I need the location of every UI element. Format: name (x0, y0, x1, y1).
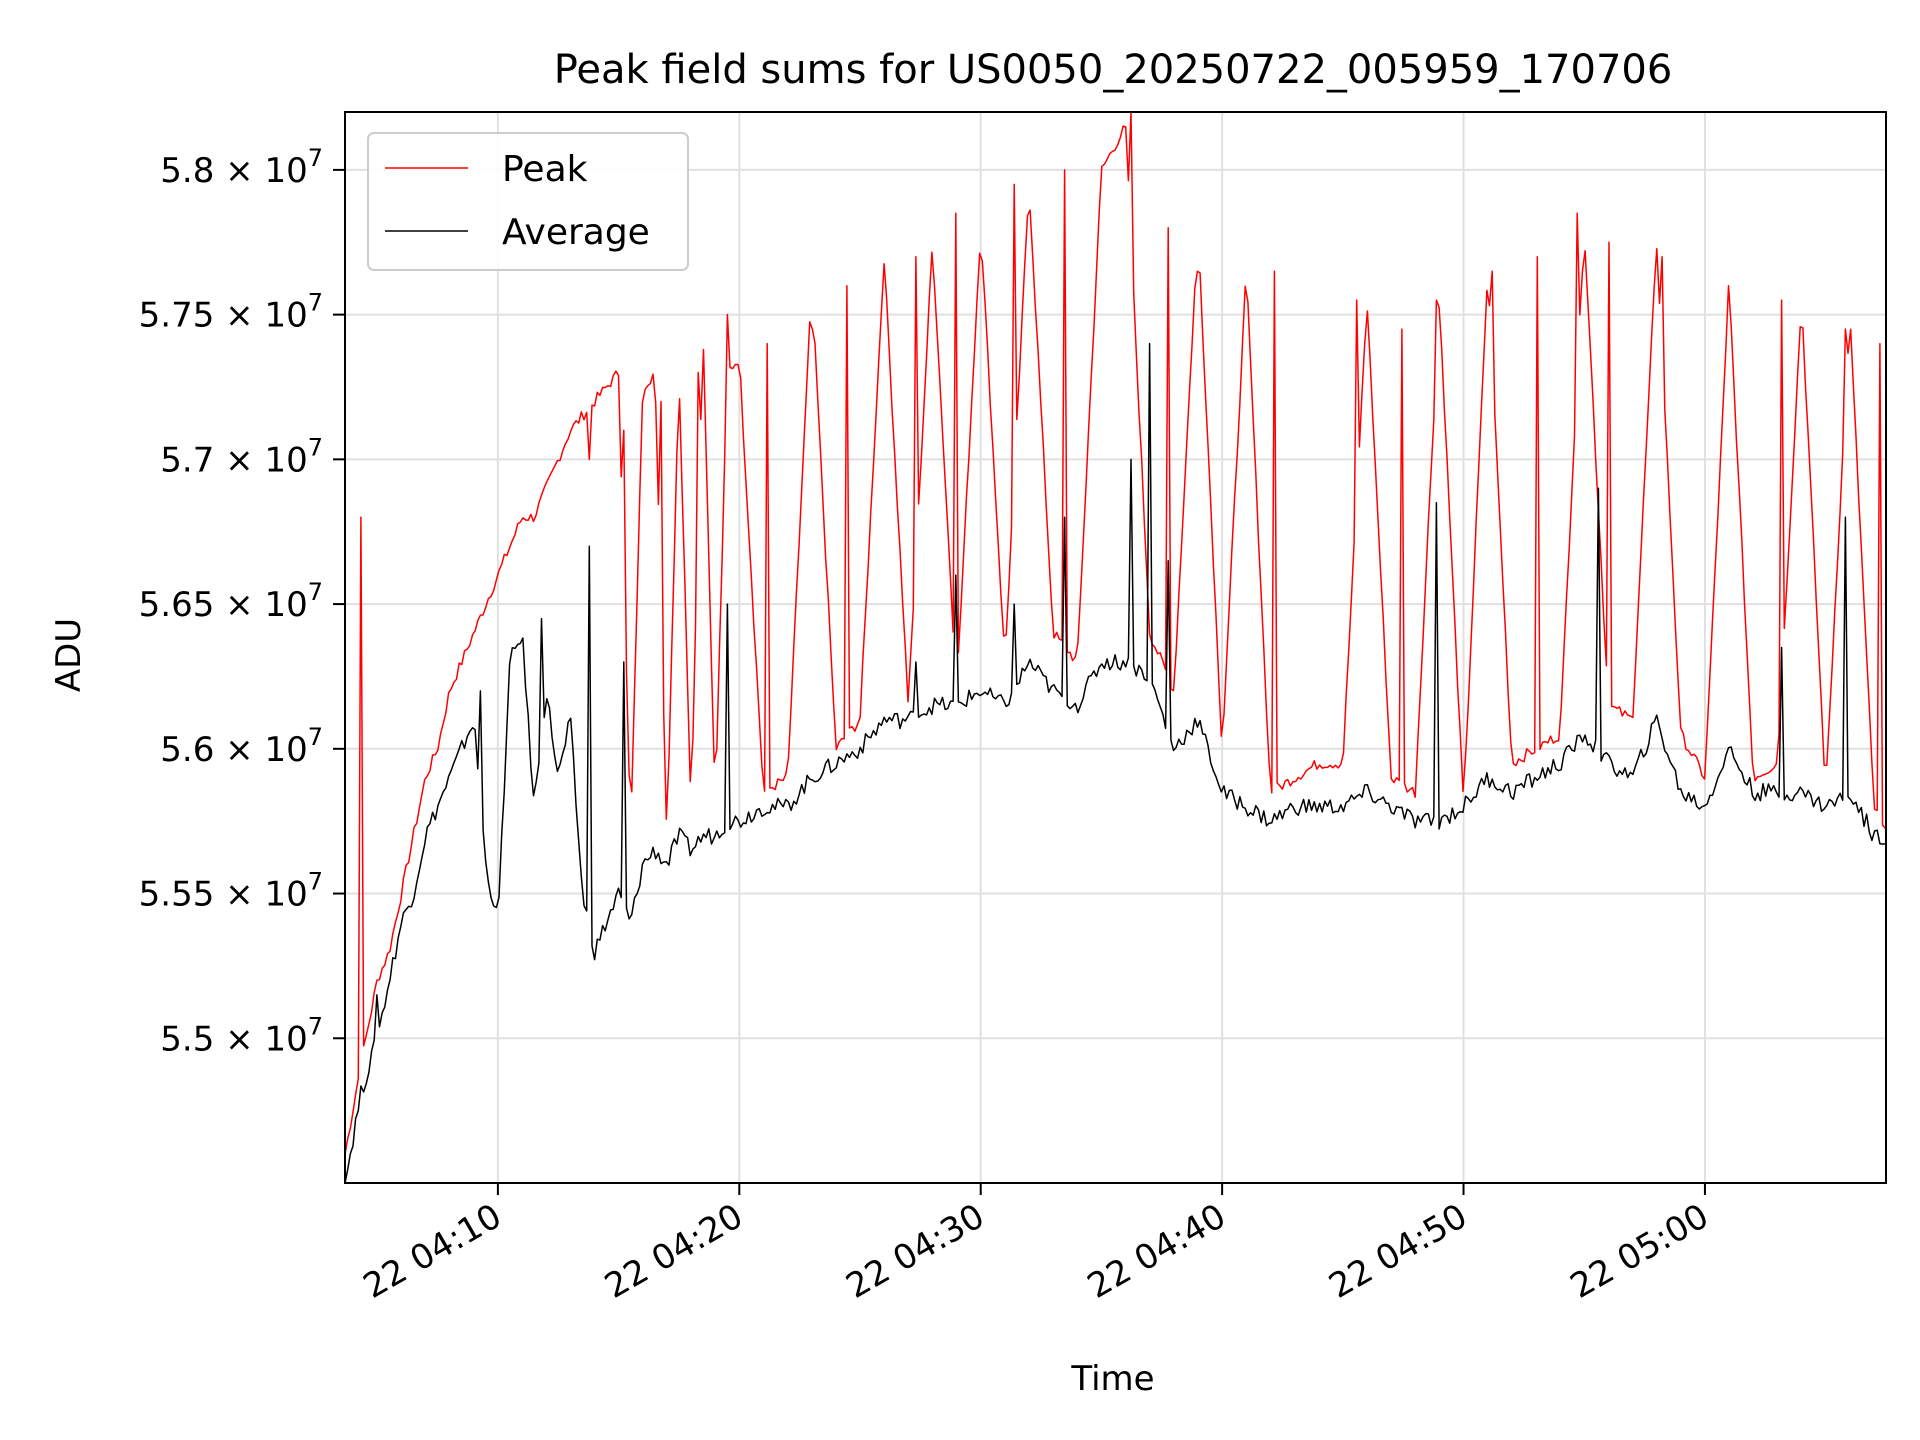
y-tick-label: 5.5 × 107 (160, 1012, 323, 1059)
plot-series (344, 111, 1886, 1184)
y-tick-label: 5.8 × 107 (160, 144, 323, 191)
series-line-average (344, 342, 1886, 1184)
y-axis-label: ADU (49, 618, 89, 692)
legend: Peak Average (367, 132, 689, 271)
chart-title: Peak field sums for US0050_20250722_0059… (554, 47, 1673, 93)
series-line-peak (344, 111, 1886, 1155)
y-axis: 5.5 × 107 5.55 × 107 5.6 × 107 5.65 × 107 5.… (139, 144, 345, 1059)
y-tick-label: 5.55 × 107 (139, 868, 323, 915)
y-tick-label: 5.7 × 107 (160, 433, 323, 480)
grid-lines (345, 112, 1886, 1183)
y-tick-label: 5.6 × 107 (160, 723, 323, 770)
y-tick-label: 5.65 × 107 (139, 578, 323, 625)
legend-label-average: Average (502, 212, 650, 253)
plot-frame (344, 111, 1887, 1184)
x-axis-label: Time (1070, 1359, 1154, 1399)
legend-label-peak: Peak (502, 149, 588, 190)
y-tick-label: 5.75 × 107 (139, 289, 323, 336)
